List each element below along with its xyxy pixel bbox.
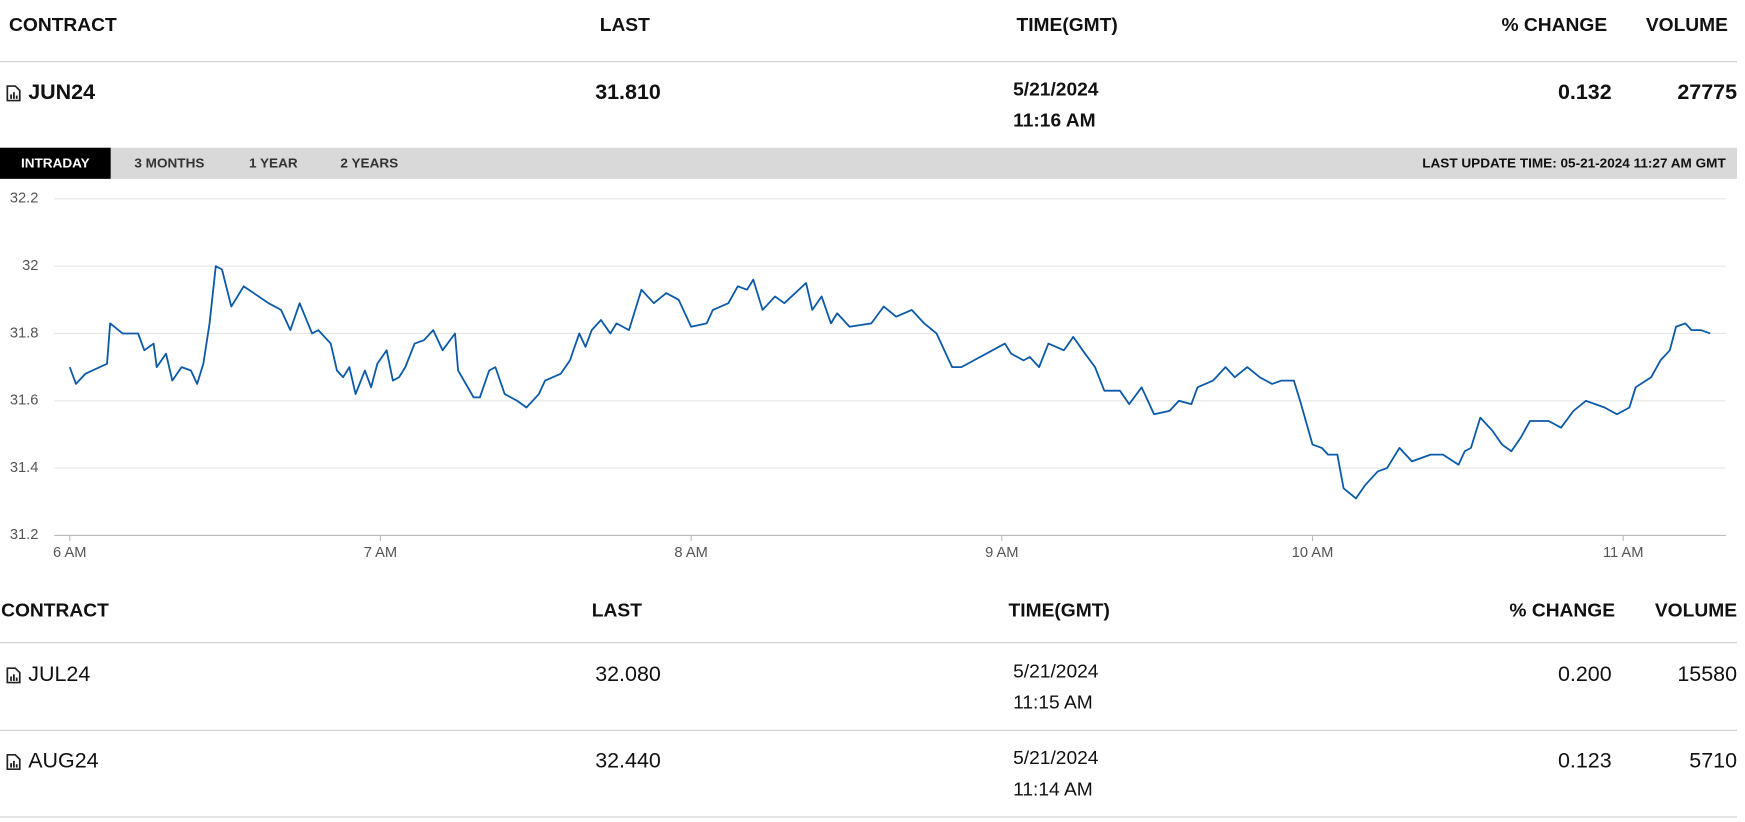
column-header: CONTRACT	[1, 599, 109, 621]
tab[interactable]: 2 YEARS	[340, 155, 399, 172]
time: 11:16 AM	[1013, 109, 1096, 132]
column-header: LAST	[591, 599, 642, 621]
file-icon[interactable]	[6, 753, 22, 771]
x-tick-label: 6 AM	[53, 545, 86, 561]
last-price: 31.810	[595, 81, 661, 105]
volume: 15580	[1677, 663, 1738, 687]
last-price: 32.080	[595, 663, 661, 687]
last-price: 32.440	[595, 749, 661, 774]
y-tick-label: 31.8	[10, 325, 39, 341]
x-tick-label: 11 AM	[1603, 545, 1644, 561]
time: 11:15 AM	[1013, 692, 1093, 714]
date: 5/21/2024	[1013, 78, 1099, 100]
percent-change: 0.200	[1557, 663, 1612, 687]
contract-name[interactable]: AUG24	[28, 749, 99, 774]
time: 11:14 AM	[1013, 778, 1093, 800]
x-tick-label: 8 AM	[674, 545, 707, 561]
last-update: LAST UPDATE TIME: 05-21-2024 11:27 AM GM…	[1422, 155, 1726, 172]
column-header: % CHANGE	[1501, 14, 1608, 36]
file-icon[interactable]	[6, 666, 22, 684]
y-tick-label: 31.4	[10, 460, 39, 476]
tab[interactable]: 1 YEAR	[248, 155, 298, 172]
x-tick-label: 10 AM	[1292, 545, 1334, 561]
contract-name[interactable]: JUL24	[28, 663, 91, 687]
tab[interactable]: 3 MONTHS	[134, 155, 205, 172]
tab-bar: LAST UPDATE TIME: 05-21-2024 11:27 AM GM…	[0, 147, 1738, 179]
divider	[0, 642, 1738, 644]
column-header: TIME(GMT)	[1016, 14, 1118, 36]
divider	[0, 816, 1738, 818]
date: 5/21/2024	[1013, 660, 1099, 683]
column-header: LAST	[599, 14, 650, 36]
column-header: VOLUME	[1645, 14, 1728, 36]
divider	[0, 729, 1738, 731]
file-icon[interactable]	[6, 84, 22, 102]
y-tick-label: 32.2	[10, 191, 39, 207]
x-tick-label: 9 AM	[985, 545, 1018, 561]
percent-change: 0.123	[1557, 749, 1612, 774]
x-tick-label: 7 AM	[364, 545, 397, 561]
date: 5/21/2024	[1013, 747, 1099, 769]
tab[interactable]: INTRADAY	[0, 147, 111, 179]
y-tick-label: 32	[22, 258, 38, 274]
divider	[0, 61, 1738, 63]
y-tick-label: 31.6	[10, 393, 39, 409]
percent-change: 0.132	[1557, 81, 1612, 105]
volume: 5710	[1689, 749, 1738, 774]
y-tick-label: 31.2	[10, 527, 39, 543]
column-header: CONTRACT	[9, 14, 117, 36]
column-header: VOLUME	[1654, 599, 1738, 621]
column-header: TIME(GMT)	[1008, 599, 1110, 621]
column-header: % CHANGE	[1509, 599, 1616, 621]
volume: 27775	[1677, 81, 1738, 105]
price-line	[68, 265, 1711, 500]
contract-name[interactable]: JUN24	[28, 81, 96, 105]
